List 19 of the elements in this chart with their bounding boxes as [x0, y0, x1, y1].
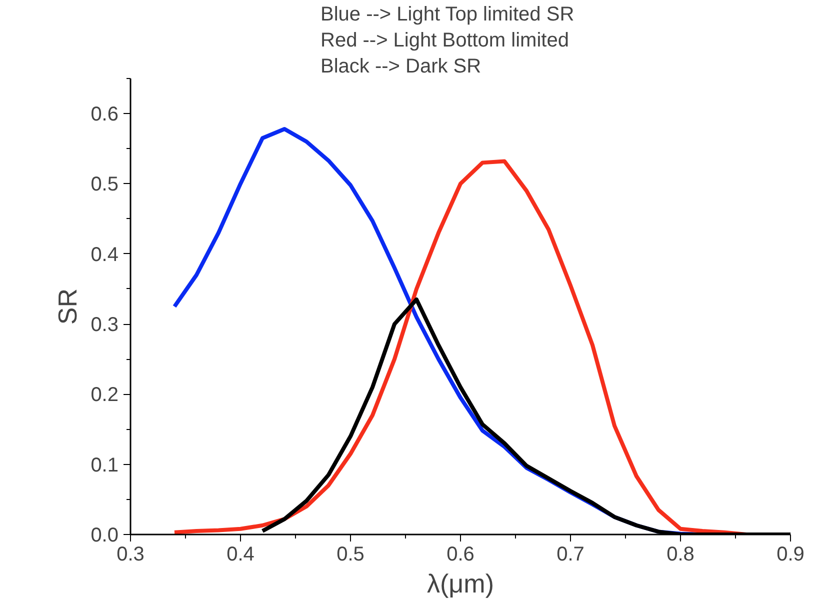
text: Blue --> Light Top limited SR	[320, 4, 574, 26]
y-tick-label: 0.2	[90, 384, 119, 406]
x-tick-label: 0.7	[556, 544, 584, 566]
x-tick-label: 0.3	[116, 544, 144, 566]
x-tick-label: 0.9	[776, 544, 804, 566]
y-tick-label: 0.4	[90, 244, 119, 266]
x-tick-label: 0.5	[336, 544, 364, 566]
text: Black --> Dark SR	[320, 56, 482, 78]
y-tick-label: 0.6	[90, 104, 119, 126]
y-tick-label: 0.5	[90, 174, 119, 196]
y-tick-label: 0.3	[90, 314, 119, 336]
text: Red --> Light Bottom limited	[320, 30, 569, 52]
x-tick-label: 0.8	[666, 544, 694, 566]
x-axis-title: λ(μm)	[427, 568, 494, 598]
y-tick-label: 0.1	[90, 454, 119, 476]
x-tick-label: 0.4	[226, 544, 254, 566]
x-tick-label: 0.6	[446, 544, 474, 566]
y-tick-label: 0.0	[90, 524, 119, 546]
y-axis-title: SR	[52, 288, 83, 325]
